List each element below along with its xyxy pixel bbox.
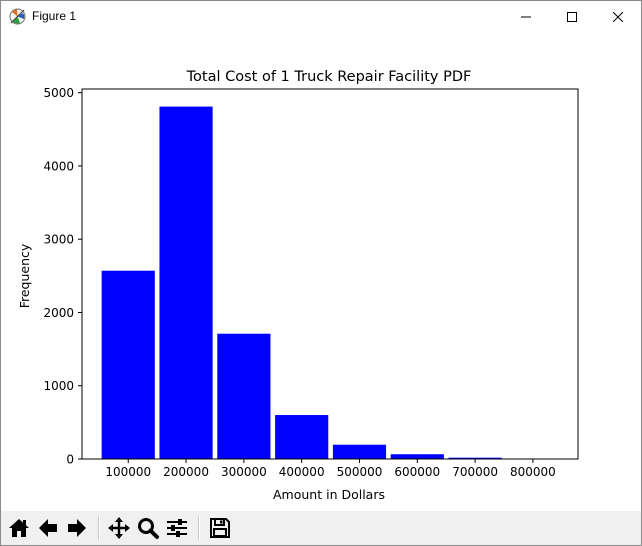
minimize-button[interactable] xyxy=(503,1,549,32)
plot-frame xyxy=(81,88,579,460)
pan-button[interactable] xyxy=(105,514,133,542)
x-axis-label: Amount in Dollars xyxy=(273,487,385,502)
forward-button[interactable] xyxy=(63,514,91,542)
close-icon xyxy=(613,11,623,22)
y-tick-label: 3000 xyxy=(43,233,74,247)
arrow-left-icon xyxy=(39,519,57,537)
save-button[interactable] xyxy=(206,514,234,542)
histogram-bar xyxy=(217,333,271,459)
y-axis-label: Frequency xyxy=(17,243,32,308)
histogram-chart[interactable]: Total Cost of 1 Truck Repair Facility PD… xyxy=(1,32,641,510)
toolbar-separator xyxy=(98,516,100,540)
y-tick-label: 1000 xyxy=(43,379,74,393)
magnifier-icon xyxy=(138,518,159,539)
navigation-toolbar xyxy=(1,511,641,545)
histogram-bar xyxy=(390,454,444,459)
x-tick-label: 800000 xyxy=(510,465,556,479)
x-tick-label: 500000 xyxy=(337,465,383,479)
x-tick-label: 400000 xyxy=(279,465,325,479)
maximize-icon xyxy=(567,11,577,22)
home-icon xyxy=(9,519,29,537)
y-tick-label: 5000 xyxy=(43,86,74,100)
histogram-bar xyxy=(101,270,155,459)
move-arrows-icon xyxy=(108,517,130,539)
configure-subplots-button[interactable] xyxy=(163,514,191,542)
minimize-icon xyxy=(521,16,531,17)
back-button[interactable] xyxy=(34,514,62,542)
title-bar[interactable]: Figure 1 xyxy=(1,1,641,32)
y-tick-label: 2000 xyxy=(43,306,74,320)
arrow-right-icon xyxy=(68,519,86,537)
histogram-bar xyxy=(275,415,329,459)
x-tick-label: 600000 xyxy=(394,465,440,479)
histogram-bar xyxy=(332,444,387,459)
chart-title: Total Cost of 1 Truck Repair Facility PD… xyxy=(186,69,472,85)
toolbar-separator xyxy=(198,516,200,540)
y-tick-label: 4000 xyxy=(43,159,74,173)
x-tick-label: 300000 xyxy=(221,465,267,479)
x-tick-label: 700000 xyxy=(452,465,498,479)
zoom-button[interactable] xyxy=(134,514,162,542)
floppy-disk-icon xyxy=(210,518,230,538)
close-button[interactable] xyxy=(595,1,641,32)
histogram-bar xyxy=(448,457,502,459)
home-button[interactable] xyxy=(5,514,33,542)
matplotlib-figure-icon xyxy=(9,8,26,25)
histogram-bar xyxy=(159,106,213,459)
window-title: Figure 1 xyxy=(32,9,77,23)
x-tick-label: 100000 xyxy=(105,465,151,479)
x-tick-label: 200000 xyxy=(163,465,209,479)
sliders-icon xyxy=(167,519,187,537)
maximize-button[interactable] xyxy=(549,1,595,32)
y-tick-label: 0 xyxy=(66,453,74,467)
